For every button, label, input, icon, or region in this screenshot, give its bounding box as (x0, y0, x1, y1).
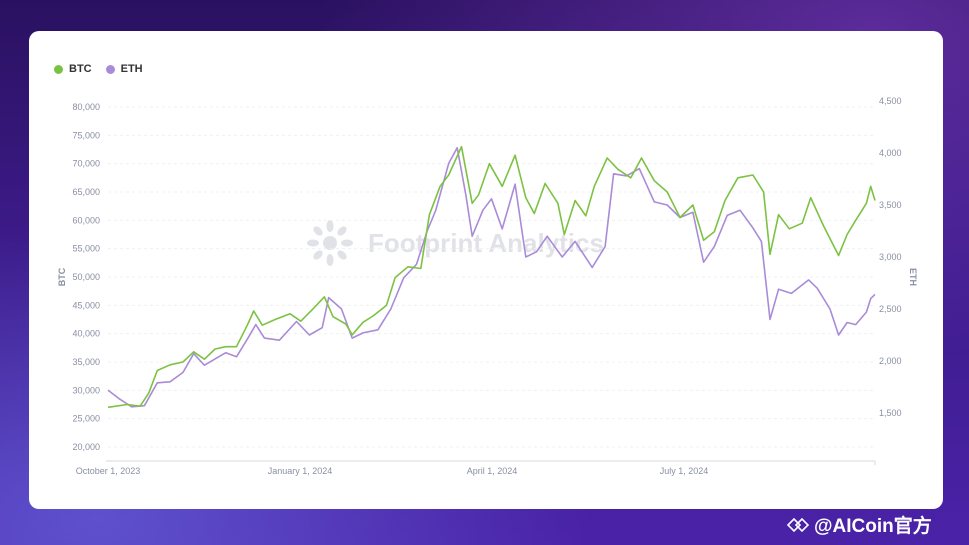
right-axis-title: ETH (908, 268, 918, 286)
series-line-btc[interactable] (107, 145, 876, 409)
x-tick-label: April 1, 2024 (467, 466, 518, 476)
right-tick-label: 3,000 (879, 252, 902, 262)
left-tick-label: 55,000 (72, 244, 100, 254)
chart-card (29, 31, 943, 509)
right-tick-label: 3,500 (879, 200, 902, 210)
brand-text: @AICoin官方 (814, 516, 932, 537)
right-tick-label: 2,000 (879, 356, 902, 366)
aicoin-brand: @AICoin官方 (786, 511, 932, 538)
series-line-eth[interactable] (107, 147, 876, 408)
right-tick-label: 1,500 (879, 408, 902, 418)
left-axis-title: BTC (57, 267, 67, 286)
right-axis: 4,500 4,000 3,500 3,000 2,500 2,000 1,500 (879, 96, 902, 418)
left-tick-label: 50,000 (72, 272, 100, 282)
legend-item-btc[interactable]: BTC (54, 63, 92, 75)
right-tick-label: 4,500 (879, 96, 902, 106)
x-tick-label: July 1, 2024 (660, 466, 709, 476)
legend-item-eth[interactable]: ETH (105, 63, 143, 75)
series-layer (107, 145, 876, 409)
left-tick-label: 80,000 (72, 102, 100, 112)
left-tick-label: 35,000 (72, 357, 100, 367)
footprint-logo-icon (307, 220, 353, 266)
x-axis: October 1, 2023 January 1, 2024 April 1, 2… (76, 460, 876, 476)
legend-label-btc: BTC (69, 63, 92, 75)
legend-dot-btc (54, 64, 63, 74)
left-tick-label: 20,000 (72, 442, 100, 452)
legend-label-eth: ETH (120, 63, 143, 75)
legend-dot-eth (105, 64, 115, 74)
aicoin-logo-icon (786, 517, 810, 532)
left-tick-label: 40,000 (72, 329, 100, 339)
right-tick-label: 2,500 (879, 304, 902, 314)
x-tick-label: October 1, 2023 (76, 466, 141, 476)
right-tick-label: 4,000 (879, 148, 902, 158)
x-tick-label: January 1, 2024 (268, 466, 333, 476)
left-tick-label: 65,000 (72, 187, 100, 197)
left-axis: 80,000 75,000 70,000 65,000 60,000 55,000 50,0… (72, 102, 875, 452)
legend: BTC ETH (54, 63, 157, 75)
left-tick-label: 60,000 (72, 215, 100, 225)
left-tick-label: 75,000 (72, 130, 100, 140)
left-tick-label: 30,000 (72, 385, 100, 395)
left-tick-label: 70,000 (72, 159, 100, 169)
left-tick-label: 45,000 (72, 300, 100, 310)
left-tick-label: 25,000 (72, 414, 100, 424)
